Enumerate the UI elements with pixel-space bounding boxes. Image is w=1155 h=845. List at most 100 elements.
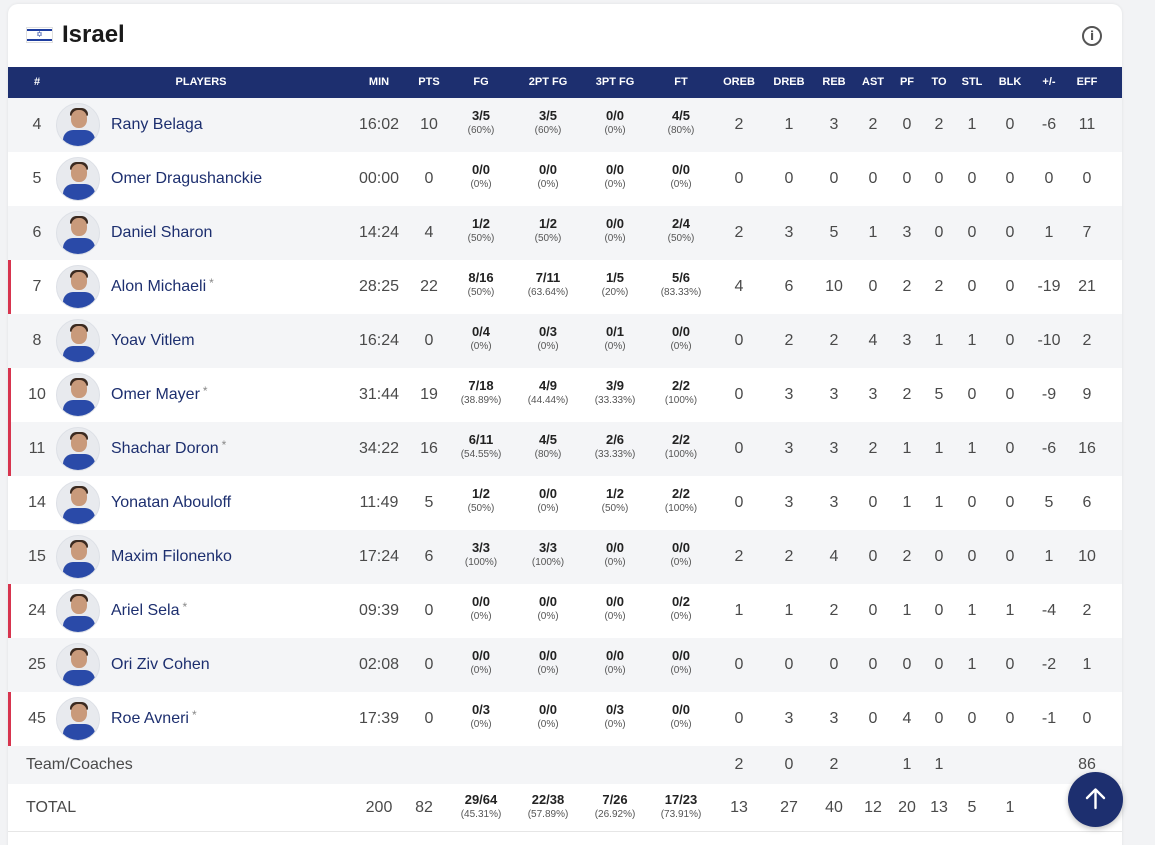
scroll-to-top-button[interactable]: [1068, 772, 1123, 827]
stat-ft: 0/0 (0%): [670, 162, 691, 191]
player-number: 4: [32, 116, 42, 133]
header-col-players: PLAYERS: [175, 76, 227, 88]
stat-2pt: 0/0 (0%): [537, 162, 558, 191]
player-name-link[interactable]: Yonatan Abouloff: [111, 476, 231, 530]
stat-ft-pct: (0%): [670, 611, 692, 622]
stat-dreb: 0: [784, 170, 794, 187]
stat-ft-made: 0/2: [671, 594, 691, 609]
player-name[interactable]: Yonatan Abouloff: [111, 494, 232, 511]
header-col-3pt-fg: 3PT FG: [595, 76, 635, 88]
header-col-2pt-fg: 2PT FG: [528, 76, 568, 88]
stat-ft-pct: (100%): [664, 449, 698, 460]
player-name[interactable]: Ori Ziv Cohen: [111, 656, 210, 673]
header-col-ast: AST: [862, 76, 884, 88]
stat-oreb: 0: [734, 656, 744, 673]
stat-stl: 1: [967, 116, 977, 133]
player-name-link[interactable]: Yoav Vitlem: [111, 314, 195, 368]
stat-3pt-pct: (0%): [604, 557, 626, 568]
player-name-link[interactable]: Maxim Filonenko: [111, 530, 232, 584]
stat-dreb: 2: [784, 332, 794, 349]
player-name-link[interactable]: Ori Ziv Cohen: [111, 638, 210, 692]
stat-2pt-pct: (0%): [537, 341, 559, 352]
player-name[interactable]: Omer Dragushanckie: [111, 170, 263, 187]
stat-pf: 4: [902, 710, 912, 727]
player-name[interactable]: Alon Michaeli: [111, 278, 207, 295]
player-name-link[interactable]: Omer Mayer *: [111, 368, 208, 422]
stat-pm: 1: [1044, 224, 1054, 241]
stat-fg-made: 0/0: [471, 594, 491, 609]
player-name[interactable]: Omer Mayer: [111, 386, 200, 403]
stat-dreb: 6: [784, 278, 794, 295]
player-avatar[interactable]: [56, 643, 100, 687]
starter-mark: *: [191, 708, 197, 722]
stat-ft-pct: (100%): [664, 503, 698, 514]
stat-dreb: 3: [784, 440, 794, 457]
player-avatar[interactable]: [56, 481, 100, 525]
stat-stl: 0: [967, 386, 977, 403]
stat-fg-made: 8/16: [468, 270, 494, 285]
stat-ast: 1: [868, 224, 878, 241]
team-pf: 1: [902, 756, 912, 773]
player-name-link[interactable]: Omer Dragushanckie: [111, 152, 262, 206]
stat-2pt-pct: (60%): [534, 125, 562, 136]
player-avatar[interactable]: [56, 265, 100, 309]
player-avatar[interactable]: [56, 373, 100, 417]
player-avatar[interactable]: [56, 157, 100, 201]
player-avatar[interactable]: [56, 427, 100, 471]
total-2pt-pct: (57.89%): [527, 809, 569, 820]
player-avatar[interactable]: [56, 211, 100, 255]
stat-2pt-made: 4/5: [538, 432, 558, 447]
stat-dreb: 3: [784, 710, 794, 727]
player-name-link[interactable]: Rany Belaga: [111, 98, 203, 152]
team-dreb: 0: [784, 756, 794, 773]
stat-ast: 0: [868, 170, 878, 187]
stat-fg-pct: (0%): [470, 611, 492, 622]
stat-reb: 3: [829, 710, 839, 727]
player-name[interactable]: Shachar Doron: [111, 440, 219, 457]
player-name[interactable]: Daniel Sharon: [111, 224, 213, 241]
header-col-min: MIN: [368, 76, 390, 88]
info-icon[interactable]: i: [1082, 26, 1102, 46]
stat-pf: 0: [902, 656, 912, 673]
stat-eff: 2: [1082, 332, 1092, 349]
stat-pts: 0: [424, 602, 434, 619]
player-name-link[interactable]: Roe Avneri *: [111, 692, 197, 746]
stat-3pt: 0/0 (0%): [604, 594, 625, 623]
stat-3pt: 1/5 (20%): [602, 270, 629, 299]
player-name[interactable]: Roe Avneri: [111, 710, 189, 727]
stat-3pt-made: 0/3: [605, 702, 625, 717]
header-col-pf: PF: [899, 76, 915, 88]
player-avatar[interactable]: [56, 697, 100, 741]
stat-fg: 0/3 (0%): [470, 702, 491, 731]
stat-fg-pct: (50%): [467, 287, 495, 298]
player-avatar[interactable]: [56, 319, 100, 363]
stat-to: 1: [934, 494, 944, 511]
player-name[interactable]: Maxim Filonenko: [111, 548, 232, 565]
starter-indicator: [8, 368, 11, 422]
stat-3pt: 0/0 (0%): [604, 540, 625, 569]
stat-ft: 0/0 (0%): [670, 702, 691, 731]
stat-eff: 0: [1082, 710, 1092, 727]
player-name-link[interactable]: Shachar Doron *: [111, 422, 226, 476]
player-name-link[interactable]: Alon Michaeli *: [111, 260, 214, 314]
player-name[interactable]: Rany Belaga: [111, 116, 203, 133]
stat-to: 1: [934, 440, 944, 457]
player-name[interactable]: Yoav Vitlem: [111, 332, 195, 349]
stat-3pt: 0/0 (0%): [604, 108, 625, 137]
total-reb: 40: [825, 799, 843, 816]
stat-ft-pct: (50%): [667, 233, 695, 244]
stat-fg-made: 0/0: [471, 162, 491, 177]
stat-to: 2: [934, 278, 944, 295]
player-name-link[interactable]: Ariel Sela *: [111, 584, 187, 638]
stat-fg: 6/11 (54.55%): [461, 432, 502, 461]
stat-stl: 1: [967, 602, 977, 619]
player-name[interactable]: Ariel Sela: [111, 602, 180, 619]
stat-min: 17:39: [358, 710, 400, 727]
stat-ft: 2/2 (100%): [665, 486, 697, 515]
player-avatar[interactable]: [56, 589, 100, 633]
player-avatar[interactable]: [56, 535, 100, 579]
stat-fg-pct: (50%): [467, 503, 495, 514]
player-avatar[interactable]: [56, 103, 100, 147]
player-name-link[interactable]: Daniel Sharon: [111, 206, 212, 260]
stat-min: 14:24: [358, 224, 400, 241]
